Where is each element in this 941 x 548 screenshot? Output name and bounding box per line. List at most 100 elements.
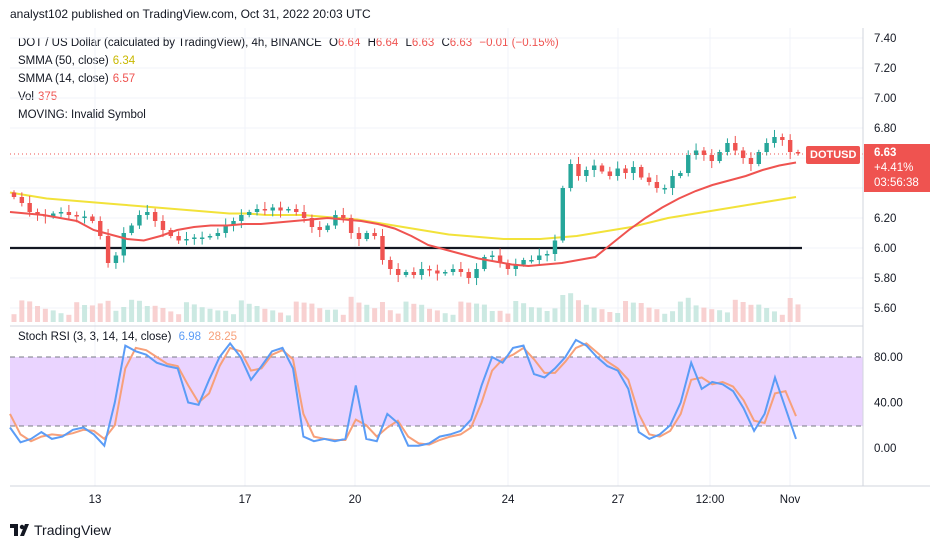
volume-bar bbox=[677, 301, 683, 322]
price-tick-label: 6.20 bbox=[874, 213, 896, 225]
volume-bar bbox=[278, 312, 284, 322]
volume-bar bbox=[521, 303, 527, 322]
volume-bar bbox=[497, 310, 503, 322]
legend-smma14-row[interactable]: SMMA (14, close) 6.57 bbox=[18, 70, 559, 88]
candle-body bbox=[450, 269, 456, 272]
volume-bar bbox=[82, 305, 88, 322]
volume-bar bbox=[144, 306, 150, 322]
candle-body bbox=[90, 216, 95, 221]
candle-body bbox=[19, 197, 25, 203]
candle-body bbox=[497, 255, 503, 263]
price-tick-label: 5.60 bbox=[874, 303, 896, 315]
volume-bar bbox=[434, 310, 440, 322]
volume-bar bbox=[285, 315, 291, 322]
candle-body bbox=[717, 152, 722, 161]
volume-bar bbox=[591, 307, 597, 322]
legend-vol-row[interactable]: Vol 375 bbox=[18, 88, 559, 106]
time-axis[interactable]: 13 17 20 24 27 12:00 Nov bbox=[89, 494, 801, 506]
volume-bar bbox=[35, 306, 41, 322]
candle-body bbox=[184, 239, 189, 241]
candle-body bbox=[599, 165, 605, 172]
candle-body bbox=[380, 236, 385, 260]
volume-bar bbox=[42, 308, 48, 322]
volume-bar bbox=[732, 299, 738, 322]
volume-bar bbox=[568, 293, 574, 322]
legend-moving-row[interactable]: MOVING: Invalid Symbol bbox=[18, 106, 559, 124]
candle-body bbox=[740, 150, 746, 158]
smma14-label: SMMA (14, close) bbox=[18, 73, 109, 85]
volume-bar bbox=[332, 309, 338, 322]
volume-bar bbox=[129, 299, 135, 322]
last-price-box: 6.63 +4.41% 03:56:38 bbox=[864, 144, 930, 192]
candle-body bbox=[725, 143, 730, 152]
volume-bar bbox=[583, 304, 589, 322]
candle-body bbox=[623, 168, 628, 173]
volume-bar bbox=[113, 310, 119, 322]
volume-bar bbox=[19, 300, 25, 322]
volume-bar bbox=[325, 309, 331, 322]
price-tick-label: 5.80 bbox=[874, 273, 896, 285]
candle-body bbox=[591, 165, 597, 170]
volume-bar bbox=[89, 305, 95, 322]
candle-body bbox=[74, 215, 79, 217]
stoch-legend[interactable]: Stoch RSI (3, 3, 14, 14, close) 6.98 28.… bbox=[18, 331, 237, 343]
stoch-k-line bbox=[9, 338, 797, 448]
low-value: 6.63 bbox=[411, 37, 435, 49]
volume-bar bbox=[183, 302, 189, 322]
volume-bar bbox=[411, 303, 417, 322]
candle-body bbox=[51, 213, 56, 217]
candle-body bbox=[443, 272, 448, 274]
volume-bar bbox=[756, 304, 762, 322]
candle-body bbox=[787, 140, 793, 152]
volume-bar bbox=[403, 301, 409, 322]
volume-bar bbox=[646, 307, 652, 322]
volume-bar bbox=[199, 307, 205, 322]
volume-bar bbox=[340, 314, 346, 322]
volume-bar bbox=[536, 307, 542, 322]
candle-body bbox=[584, 170, 589, 176]
candle-body bbox=[82, 216, 87, 218]
high-label: H bbox=[367, 37, 376, 49]
candle-body bbox=[325, 225, 330, 230]
candle-body bbox=[631, 167, 636, 173]
candle-body bbox=[278, 207, 283, 211]
candle-body bbox=[364, 233, 369, 239]
volume-bar bbox=[97, 303, 103, 322]
volume-bar bbox=[387, 310, 393, 322]
volume-bar bbox=[709, 309, 715, 322]
volume-bar bbox=[685, 297, 691, 322]
candle-body bbox=[466, 272, 471, 278]
last-price: 6.63 bbox=[874, 147, 897, 159]
time-tick-label: 24 bbox=[502, 494, 515, 506]
volume-bar bbox=[528, 307, 534, 322]
price-tick-label: 6.00 bbox=[874, 243, 896, 255]
candle-body bbox=[560, 188, 565, 241]
volume-bar bbox=[348, 296, 354, 322]
close-value: 6.63 bbox=[449, 37, 473, 49]
smma50-line bbox=[9, 191, 797, 240]
tradingview-logo[interactable]: TradingView bbox=[10, 522, 111, 538]
volume-bar bbox=[121, 307, 127, 322]
volume-bar bbox=[513, 301, 519, 322]
volume-bar bbox=[599, 309, 605, 322]
symbol-description[interactable]: DOT / US Dollar (calculated by TradingVi… bbox=[18, 37, 322, 49]
candle-body bbox=[544, 254, 550, 256]
bar-countdown: 03:56:38 bbox=[874, 177, 919, 189]
volume-bar bbox=[168, 311, 174, 322]
volume-bar bbox=[505, 313, 511, 322]
candle-body bbox=[795, 152, 801, 154]
candle-body bbox=[129, 225, 134, 233]
volume-bar bbox=[231, 314, 237, 322]
candle-body bbox=[780, 137, 785, 140]
candle-body bbox=[286, 209, 291, 211]
volume-bar bbox=[630, 302, 636, 322]
candle-body bbox=[199, 237, 205, 239]
candle-body bbox=[686, 155, 691, 173]
candle-body bbox=[552, 240, 558, 254]
legend-smma50-row[interactable]: SMMA (50, close) 6.34 bbox=[18, 52, 559, 70]
stoch-axis[interactable]: 80.00 40.00 0.00 bbox=[874, 352, 903, 455]
smma50-label: SMMA (50, close) bbox=[18, 55, 109, 67]
volume-bar bbox=[552, 308, 558, 322]
volume-bar bbox=[748, 304, 754, 322]
